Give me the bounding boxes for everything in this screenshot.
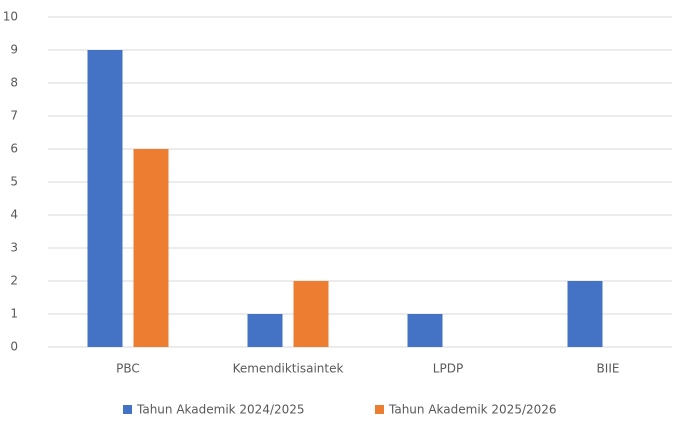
y-tick-label: 5 [10, 175, 18, 189]
y-tick-label: 1 [10, 307, 18, 321]
legend-label: Tahun Akademik 2025/2026 [388, 403, 557, 417]
bar [567, 281, 603, 347]
y-tick-label: 3 [10, 241, 18, 255]
y-tick-label: 8 [10, 76, 18, 90]
y-tick-label: 2 [10, 274, 18, 288]
legend-swatch [123, 405, 132, 414]
y-tick-label: 10 [3, 10, 18, 24]
bar [293, 281, 329, 347]
y-tick-label: 0 [10, 340, 18, 354]
bar [87, 50, 123, 347]
y-tick-label: 9 [10, 43, 18, 57]
y-tick-label: 4 [10, 208, 18, 222]
legend-label: Tahun Akademik 2024/2025 [136, 403, 305, 417]
x-tick-label: PBC [116, 362, 140, 376]
x-tick-label: Kemendiktisaintek [233, 362, 344, 376]
y-tick-label: 6 [10, 142, 18, 156]
x-tick-label: LPDP [433, 362, 463, 376]
x-tick-label: BIIE [597, 362, 620, 376]
legend-swatch [375, 405, 384, 414]
y-tick-label: 7 [10, 109, 18, 123]
bar [133, 149, 169, 347]
bar [247, 314, 283, 347]
bar [407, 314, 443, 347]
